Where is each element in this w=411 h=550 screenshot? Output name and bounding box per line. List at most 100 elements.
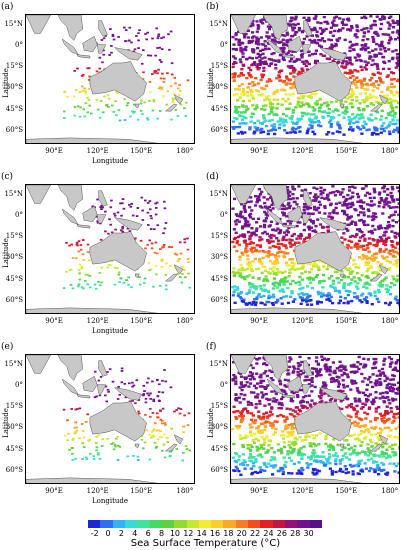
lon-tick-label: 90°E: [45, 487, 63, 495]
sst-observations: [62, 196, 191, 291]
landmass: [96, 384, 107, 394]
y-axis-title: Latitude: [2, 68, 10, 98]
lat-tick-label: 45°S: [210, 444, 228, 453]
landmass: [378, 264, 389, 275]
lon-tick-label: 90°E: [45, 147, 63, 155]
landmass: [82, 205, 98, 222]
landmass: [231, 477, 363, 483]
landmass: [294, 231, 352, 272]
map-panel-a: (a) 15°N 0° 15°S 30°S 45°S 60°S 90°E 120°E 150°E 1…: [0, 2, 200, 172]
panel-label: (e): [1, 342, 14, 352]
lat-tick-label: 15°S: [5, 402, 23, 411]
landmass: [173, 94, 184, 105]
lat-tick-label: 30°S: [210, 83, 228, 92]
colorbar-tick-label: 26: [276, 529, 287, 538]
lat-tick-label: 15°N: [209, 189, 228, 198]
landmass: [294, 401, 352, 442]
colorbar-swatch: [297, 520, 311, 528]
map-panel-d: (d) 15°N 0° 15°S 30°S 45°S 60°S 90°E 120°E 150°E 1…: [205, 172, 405, 342]
sst-map: [231, 15, 399, 143]
landmass: [89, 61, 147, 102]
colorbar-swatch: [285, 520, 298, 528]
lon-tick-label: 180°: [381, 487, 399, 495]
lat-tick-label: 0°: [15, 381, 23, 390]
landmass: [134, 103, 140, 108]
lat-tick-label: 60°S: [5, 465, 23, 474]
landmass: [303, 190, 313, 207]
map-frame: [25, 14, 195, 144]
colorbar-swatch: [137, 520, 151, 528]
panel-label: (f): [206, 342, 217, 352]
landmass: [113, 217, 143, 231]
landmass: [26, 355, 51, 374]
landmass: [262, 185, 288, 211]
colorbar-swatch: [198, 520, 212, 528]
sst-map: [26, 15, 190, 143]
colorbar-swatch: [112, 520, 126, 528]
landmass: [26, 15, 51, 34]
lat-tick-label: 15°N: [4, 19, 23, 28]
y-axis-title: Latitude: [2, 238, 10, 268]
landmass: [301, 214, 312, 224]
landmass: [57, 185, 83, 211]
map-frame: [230, 354, 400, 484]
lat-tick-label: 15°N: [209, 359, 228, 368]
lat-tick-label: 30°S: [5, 423, 23, 432]
lon-tick-label: 180°: [176, 487, 194, 495]
lat-tick-label: 15°S: [210, 232, 228, 241]
colorbar-tick-label: 4: [132, 529, 138, 538]
landmass: [134, 443, 140, 448]
colorbar-tick-label: 28: [290, 529, 301, 538]
lon-tick-label: 150°E: [335, 147, 358, 155]
colorbar-swatch: [211, 520, 224, 528]
colorbar-swatch: [260, 520, 274, 528]
landmass: [82, 35, 98, 52]
map-panel-c: (c) 15°N 0° 15°S 30°S 45°S 60°S 90°E 120°E 150°E 1…: [0, 172, 200, 342]
colorbar-swatch: [235, 520, 249, 528]
colorbar-tick-label: 2: [118, 529, 124, 538]
map-panel-f: (f) 15°N 0° 15°S 30°S 45°S 60°S 90°E 120°E 150°E 1…: [205, 342, 405, 512]
landmass: [262, 355, 288, 381]
landmass: [339, 443, 345, 448]
landmass: [231, 307, 363, 313]
colorbar-tick-label: 20: [236, 529, 247, 538]
lon-tick-label: 90°E: [250, 147, 268, 155]
lon-tick-label: 150°E: [335, 487, 358, 495]
lon-tick-label: 90°E: [250, 487, 268, 495]
x-axis-title: Longitude: [91, 327, 129, 335]
map-frame: [230, 14, 400, 144]
lat-tick-label: 45°S: [5, 104, 23, 113]
colorbar-swatch: [186, 520, 200, 528]
landmass: [262, 15, 288, 41]
landmass: [57, 15, 83, 41]
colorbar-tick-label: 18: [223, 529, 234, 538]
lat-tick-label: 30°S: [5, 83, 23, 92]
landmass: [76, 394, 91, 399]
lat-tick-label: 45°S: [210, 274, 228, 283]
colorbar-tick-label: 8: [158, 529, 165, 538]
lon-tick-label: 150°E: [130, 147, 153, 155]
landmass: [294, 61, 352, 102]
landmass: [287, 375, 303, 392]
colorbar-swatch: [88, 520, 101, 528]
sst-map: [26, 185, 191, 313]
colorbar-tick-label: 12: [183, 529, 194, 538]
landmass: [89, 231, 147, 272]
landmass: [378, 434, 389, 445]
colorbar-tick-label: -2: [90, 529, 99, 538]
colorbar-tick-label: 0: [105, 529, 111, 538]
colorbar-swatch: [309, 520, 323, 528]
landmass: [89, 401, 147, 442]
landmass: [369, 443, 383, 452]
lat-tick-label: 15°S: [210, 62, 228, 71]
landmass: [231, 185, 256, 204]
colorbar-swatch: [223, 520, 237, 528]
x-axis-title: Longitude: [91, 497, 129, 505]
lon-tick-label: 120°E: [86, 317, 109, 325]
landmass: [134, 273, 140, 278]
landmass: [96, 214, 107, 224]
landmass: [318, 47, 348, 61]
colorbar-title: Sea Surface Temperature (°C): [130, 538, 281, 549]
landmass: [231, 137, 363, 143]
lat-tick-label: 45°S: [5, 274, 23, 283]
